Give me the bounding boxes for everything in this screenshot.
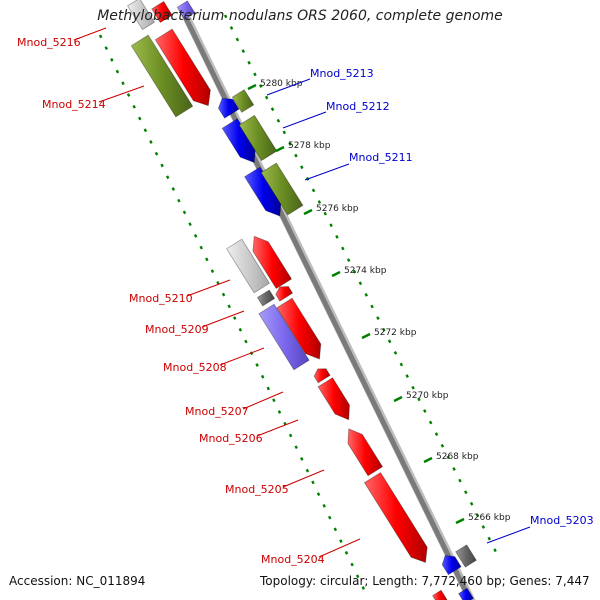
- leader-line: [282, 469, 325, 488]
- gene-label[interactable]: Mnod_5206: [199, 432, 263, 445]
- gene-box-olive-c: [260, 162, 304, 216]
- tick-mark: [361, 332, 371, 340]
- leader-line: [318, 538, 361, 558]
- accession-text: Accession: NC_011894: [9, 574, 146, 588]
- tick-label: 5272 kbp: [374, 328, 417, 338]
- leader-line: [242, 391, 284, 410]
- gene-box-olive-5214: [130, 34, 194, 118]
- leader-line: [256, 419, 299, 437]
- gene-box-red-top: [151, 0, 173, 24]
- tick-label: 5280 kbp: [260, 79, 303, 89]
- gene-arrow-red-5205: [347, 428, 384, 477]
- leader-line: [266, 78, 311, 96]
- gene-arrow-red-5207: [313, 368, 331, 384]
- gene-label[interactable]: Mnod_5205: [225, 483, 289, 496]
- gene-box-blue-bottom: [458, 587, 474, 600]
- tick-label: 5274 kbp: [344, 266, 387, 276]
- tick-mark: [275, 145, 285, 153]
- gene-box-light-5210: [226, 238, 270, 294]
- gene-box-dark-5203: [455, 544, 477, 568]
- gene-label[interactable]: Mnod_5212: [326, 100, 390, 113]
- gene-arrow-blue-5212: [221, 118, 256, 164]
- gene-label[interactable]: Mnod_5211: [349, 151, 413, 164]
- tick-mark: [393, 395, 403, 403]
- gene-label[interactable]: Mnod_5213: [310, 67, 374, 80]
- leader-line: [186, 279, 231, 297]
- genome-summary: Topology: circular; Length: 7,772,460 bp…: [260, 574, 590, 588]
- gene-box-lavender-5208: [258, 303, 310, 371]
- tick-label: 5268 kbp: [436, 452, 479, 462]
- sequence-backbone: [177, 4, 476, 600]
- scale-tick: 5278 kbp: [275, 141, 331, 153]
- leader-line: [201, 310, 245, 328]
- scale-tick: 5276 kbp: [303, 204, 359, 216]
- tick-mark: [455, 517, 465, 525]
- scale-tick: 5266 kbp: [455, 513, 511, 525]
- tick-mark: [331, 270, 341, 278]
- tick-label: 5266 kbp: [468, 513, 511, 523]
- gene-arrow-blue-5203: [441, 554, 462, 576]
- tick-mark: [423, 456, 433, 464]
- scale-tick: 5272 kbp: [361, 328, 417, 340]
- tick-label: 5270 kbp: [406, 391, 449, 401]
- gene-box-light-top: [127, 0, 155, 31]
- label-leaders: [73, 27, 531, 558]
- gene-arrow-red-5208: [276, 297, 322, 360]
- leader-line: [282, 111, 327, 129]
- scale-tick: 5268 kbp: [423, 452, 479, 464]
- tick-label: 5276 kbp: [316, 204, 359, 214]
- gene-box-dark-5210: [256, 289, 276, 307]
- leader-line: [486, 526, 531, 544]
- gene-label[interactable]: Mnod_5210: [129, 292, 193, 305]
- scale-ticks: 5280 kbp 5278 kbp 5276 kbp 5274 kbp 5272 kbp…: [247, 79, 511, 525]
- gene-label[interactable]: Mnod_5207: [185, 405, 249, 418]
- gene-label[interactable]: Mnod_5203: [530, 514, 594, 527]
- gene-box-red-bottom: [432, 589, 448, 600]
- tick-mark: [303, 208, 313, 216]
- sequence-line: [177, 4, 473, 600]
- leader-line: [219, 347, 265, 366]
- right-dotted-border: [223, 14, 502, 561]
- gene-features: [127, 0, 477, 600]
- scale-tick: 5270 kbp: [393, 391, 449, 403]
- leader-line: [98, 85, 145, 103]
- gene-label[interactable]: Mnod_5216: [17, 36, 81, 49]
- gene-arrow-red-5209b: [275, 286, 294, 302]
- gene-box-lavender-top: [176, 0, 196, 20]
- leader-line: [304, 163, 350, 181]
- leader-line: [73, 27, 107, 41]
- scale-tick: 5274 kbp: [331, 266, 387, 278]
- tick-mark: [247, 83, 257, 91]
- gene-arrow-blue-5213: [217, 97, 240, 119]
- gene-box-olive-a: [231, 89, 255, 113]
- gene-label[interactable]: Mnod_5214: [42, 98, 106, 111]
- gene-label[interactable]: Mnod_5209: [145, 323, 209, 336]
- gene-arrow-red-5206: [317, 377, 350, 421]
- gene-label[interactable]: Mnod_5204: [261, 553, 325, 566]
- gene-arrow-blue-5211: [244, 166, 282, 217]
- scale-tick: 5280 kbp: [247, 79, 303, 91]
- gene-arrow-red-5209: [252, 235, 293, 290]
- genome-title: Methylobacterium nodulans ORS 2060, comp…: [97, 8, 503, 24]
- gene-label[interactable]: Mnod_5208: [163, 361, 227, 374]
- dotted-track-lines: [98, 14, 502, 599]
- tick-label: 5278 kbp: [288, 141, 331, 151]
- gene-arrow-red-5215: [154, 28, 211, 107]
- gene-labels: Mnod_5216 Mnod_5214 Mnod_5213 Mnod_5212 Mnod…: [17, 36, 594, 566]
- gene-arrow-red-5204: [363, 472, 428, 563]
